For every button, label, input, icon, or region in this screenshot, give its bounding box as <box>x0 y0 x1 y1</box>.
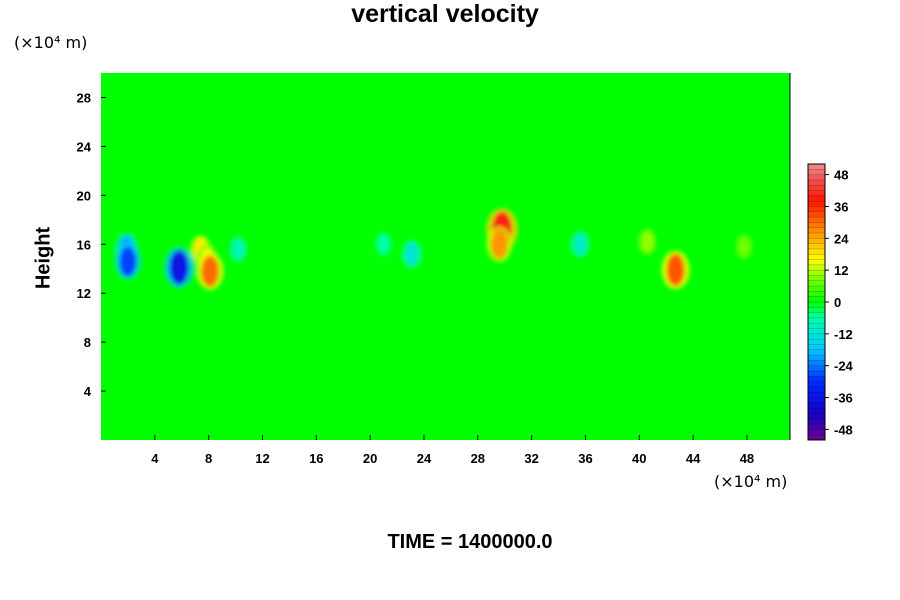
colorbar-swatch <box>808 333 825 340</box>
colorbar-swatch <box>808 280 825 287</box>
colorbar-swatch <box>808 408 825 414</box>
x-tick-label: 36 <box>578 451 592 466</box>
x-tick-label: 44 <box>686 451 701 466</box>
x-tick-label: 20 <box>363 451 377 466</box>
colorbar-tick-label: 48 <box>834 168 848 183</box>
chart-title: vertical velocity <box>351 0 539 28</box>
velocity-feature-core <box>119 246 137 277</box>
colorbar-swatch <box>808 307 825 313</box>
velocity-feature-core <box>491 229 508 259</box>
velocity-feature-core <box>641 230 654 254</box>
velocity-feature-core <box>377 233 390 255</box>
x-tick-label: 28 <box>471 451 485 466</box>
colorbar-swatch <box>808 302 825 308</box>
colorbar-swatch <box>808 376 825 382</box>
colorbar-swatch <box>808 233 825 239</box>
colorbar-swatch <box>808 190 825 197</box>
colorbar-swatch <box>808 371 825 377</box>
colorbar-swatch <box>808 402 825 409</box>
colorbar-swatch <box>808 429 825 435</box>
colorbar-swatch <box>808 227 825 234</box>
colorbar-swatch <box>808 291 825 297</box>
velocity-feature-core <box>201 255 219 287</box>
colorbar-swatch <box>808 264 825 271</box>
velocity-feature-core <box>232 238 245 260</box>
y-tick-label: 28 <box>77 90 91 105</box>
colorbar-swatch <box>808 418 825 425</box>
colorbar-swatch <box>808 317 825 324</box>
colorbar-swatch <box>808 286 825 292</box>
colorbar-swatch <box>808 238 825 244</box>
colorbar-swatch <box>808 344 825 351</box>
colorbar-swatch <box>808 179 825 186</box>
colorbar-swatch <box>808 360 825 366</box>
x-tick-label: 48 <box>740 451 754 466</box>
colorbar-swatch <box>808 248 825 255</box>
colorbar-swatch <box>808 355 825 361</box>
colorbar-swatch <box>808 270 825 276</box>
y-axis-unit: (×10⁴ m) <box>14 33 88 52</box>
x-axis-unit: (×10⁴ m) <box>714 472 788 491</box>
colorbar-swatch <box>808 381 825 388</box>
colorbar-swatch <box>808 413 825 420</box>
colorbar-swatch <box>808 392 825 398</box>
colorbar-swatch <box>808 386 825 393</box>
velocity-feature-core <box>169 250 189 285</box>
colorbar-swatch <box>808 217 825 223</box>
colorbar-swatch <box>808 259 825 266</box>
colorbar-tick-label: 12 <box>834 263 848 278</box>
colorbar-swatch <box>808 328 825 335</box>
colorbar-swatch <box>808 185 825 191</box>
x-tick-label: 24 <box>417 451 432 466</box>
velocity-feature-core <box>666 253 685 286</box>
colorbar-swatch <box>808 365 825 372</box>
colorbar-swatch <box>808 201 825 207</box>
colorbar-swatch <box>808 434 825 441</box>
colorbar-tick-label: 24 <box>834 231 849 246</box>
x-tick-label: 40 <box>632 451 646 466</box>
colorbar-swatch <box>808 339 825 345</box>
y-tick-label: 12 <box>77 286 91 301</box>
colorbar-swatch <box>808 222 825 228</box>
colorbar-swatch <box>808 174 825 181</box>
colorbar-swatch <box>808 349 825 356</box>
colorbar-swatch <box>808 254 825 260</box>
x-tick-label: 12 <box>255 451 269 466</box>
colorbar-swatch <box>808 323 825 329</box>
colorbar-swatch <box>808 397 825 404</box>
y-tick-label: 4 <box>84 384 92 399</box>
colorbar-tick-label: -36 <box>834 391 853 406</box>
colorbar-tick-label: -48 <box>834 422 853 437</box>
y-tick-label: 8 <box>84 335 91 350</box>
velocity-feature-core <box>405 242 419 266</box>
colorbar-tick-label: 36 <box>834 199 848 214</box>
colorbar-swatch <box>808 195 825 202</box>
colorbar-swatch <box>808 275 825 282</box>
colorbar-swatch <box>808 296 825 303</box>
colorbar-tick-label: -12 <box>834 327 853 342</box>
time-label: TIME = 1400000.0 <box>387 531 553 553</box>
x-tick-label: 32 <box>524 451 538 466</box>
colorbar-swatch <box>808 206 825 213</box>
velocity-feature-core <box>738 235 751 258</box>
x-tick-label: 4 <box>151 451 159 466</box>
colorbar-swatch <box>808 169 825 175</box>
y-tick-label: 16 <box>77 237 91 252</box>
colorbar-swatch <box>808 312 825 319</box>
colorbar-swatch <box>808 211 825 218</box>
colorbar-swatch <box>808 424 825 430</box>
colorbar-swatch <box>808 243 825 250</box>
x-tick-label: 16 <box>309 451 323 466</box>
y-tick-label: 20 <box>77 188 91 203</box>
colorbar-tick-label: 0 <box>834 295 841 310</box>
velocity-feature-core <box>573 233 587 256</box>
colorbar-swatch <box>808 164 825 170</box>
colorbar-tick-label: -24 <box>834 359 854 374</box>
x-tick-label: 8 <box>205 451 212 466</box>
y-tick-label: 24 <box>77 139 92 154</box>
